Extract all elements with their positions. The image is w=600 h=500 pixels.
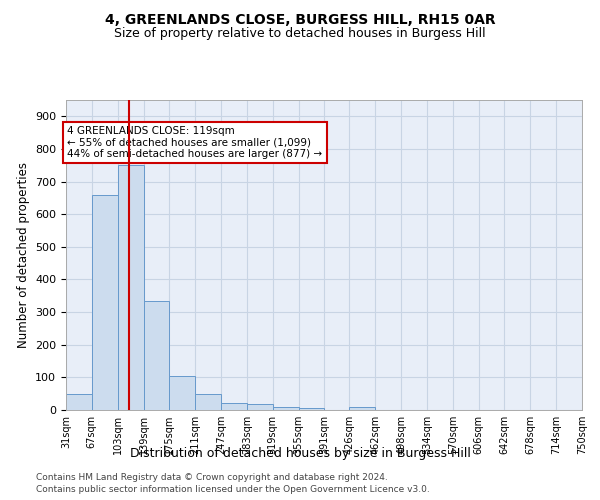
Text: 4, GREENLANDS CLOSE, BURGESS HILL, RH15 0AR: 4, GREENLANDS CLOSE, BURGESS HILL, RH15 … — [104, 12, 496, 26]
Bar — [66, 394, 92, 410]
Text: Contains HM Land Registry data © Crown copyright and database right 2024.: Contains HM Land Registry data © Crown c… — [36, 472, 388, 482]
Bar — [272, 406, 299, 410]
Text: Size of property relative to detached houses in Burgess Hill: Size of property relative to detached ho… — [114, 28, 486, 40]
Text: Contains public sector information licensed under the Open Government Licence v3: Contains public sector information licen… — [36, 485, 430, 494]
Bar — [349, 408, 376, 410]
Text: 4 GREENLANDS CLOSE: 119sqm
← 55% of detached houses are smaller (1,099)
44% of s: 4 GREENLANDS CLOSE: 119sqm ← 55% of deta… — [67, 126, 323, 160]
Bar — [195, 394, 221, 410]
Bar — [299, 408, 325, 410]
Bar — [221, 403, 247, 410]
Bar — [118, 166, 143, 410]
Y-axis label: Number of detached properties: Number of detached properties — [17, 162, 29, 348]
Bar — [143, 300, 169, 410]
Bar — [247, 404, 272, 410]
Text: Distribution of detached houses by size in Burgess Hill: Distribution of detached houses by size … — [130, 448, 470, 460]
Bar — [92, 194, 118, 410]
Bar — [169, 376, 195, 410]
